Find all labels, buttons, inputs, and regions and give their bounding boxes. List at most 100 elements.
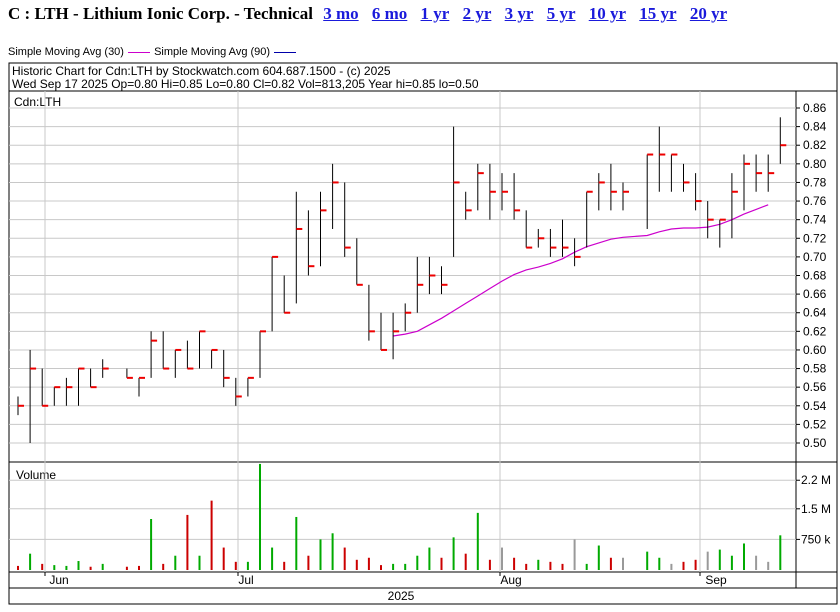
title-bar: C : LTH - Lithium Ionic Corp. - Technica…: [8, 4, 736, 26]
volume-bar: [404, 563, 407, 570]
volume-label: Volume: [16, 468, 56, 482]
volume-bar: [682, 561, 685, 570]
volume-bar: [367, 557, 370, 570]
period-link-3yr[interactable]: 3 yr: [504, 4, 534, 23]
sma90-legend-line: [274, 51, 297, 53]
volume-bar: [138, 565, 140, 570]
volume-bars: [17, 463, 782, 570]
volume-bar: [476, 512, 479, 570]
month-axis: Jun Jul Aug Sep: [44, 572, 727, 587]
volume-bar: [573, 539, 576, 570]
volume-bar: [440, 557, 443, 570]
volume-bar: [392, 563, 395, 570]
ohlc-bars: [17, 117, 787, 443]
volume-bar: [186, 514, 189, 570]
volume-bar: [17, 565, 19, 570]
period-link-2yr[interactable]: 2 yr: [462, 4, 492, 23]
volume-bar: [561, 563, 564, 570]
volume-bar: [77, 561, 80, 570]
volume-bar: [307, 555, 310, 570]
sma30-legend-line: [128, 51, 151, 53]
price-tick-label: 0.76: [803, 194, 827, 208]
period-link-1yr[interactable]: 1 yr: [420, 4, 450, 23]
volume-bar: [65, 565, 68, 570]
volume-bar: [706, 551, 709, 570]
price-tick-label: 0.66: [803, 287, 827, 301]
volume-bar: [319, 539, 322, 570]
period-link-10yr[interactable]: 10 yr: [588, 4, 627, 23]
price-tick-label: 0.52: [803, 417, 827, 431]
volume-bar: [41, 563, 44, 570]
volume-bar: [355, 559, 358, 570]
month-tick-label: Jul: [238, 573, 253, 587]
volume-bar: [380, 565, 382, 570]
price-tick-label: 0.62: [803, 324, 827, 338]
volume-bar: [198, 555, 201, 570]
year-label: 2025: [388, 589, 415, 603]
volume-bar: [53, 565, 56, 570]
period-link-15yr[interactable]: 15 yr: [639, 4, 677, 23]
volume-bar: [234, 561, 237, 570]
volume-bar: [259, 463, 261, 570]
chart-info-line1: Historic Chart for Cdn:LTH by Stockwatch…: [12, 64, 391, 78]
volume-bar: [537, 559, 540, 570]
volume-bar: [718, 549, 721, 570]
volume-bar: [452, 537, 455, 570]
volume-bar: [89, 566, 92, 570]
volume-bar: [670, 563, 673, 570]
price-tick-label: 0.50: [803, 436, 827, 450]
volume-bar: [501, 547, 503, 570]
volume-bar: [622, 557, 624, 570]
volume-bar: [597, 545, 600, 570]
period-link-6mo[interactable]: 6 mo: [371, 4, 408, 23]
price-tick-label: 0.68: [803, 269, 827, 283]
grid: [9, 91, 796, 572]
chart-frame: [8, 62, 838, 605]
sma90-legend-label: Simple Moving Avg (90): [154, 46, 271, 58]
volume-bar: [585, 563, 588, 570]
volume-bar: [331, 533, 334, 570]
volume-bar: [343, 547, 346, 570]
volume-bar: [658, 557, 661, 570]
period-link-3mo[interactable]: 3 mo: [323, 4, 359, 23]
page-title: C : LTH - Lithium Ionic Corp. - Technica…: [8, 4, 313, 23]
volume-bar: [271, 547, 274, 570]
volume-bar: [779, 535, 782, 570]
volume-bar: [428, 547, 431, 570]
volume-bar: [125, 566, 128, 570]
price-tick-label: 0.78: [803, 175, 827, 189]
price-tick-label: 0.74: [803, 213, 827, 227]
chart-outer-border: [8, 62, 838, 605]
volume-bar: [694, 559, 697, 570]
price-axis: 0.86 0.84 0.82 0.80 0.78 0.76 0.74 0.72 0.70 0.68…: [796, 101, 827, 450]
volume-bar: [101, 563, 104, 570]
volume-bar: [767, 561, 770, 570]
price-tick-label: 0.84: [803, 120, 827, 134]
volume-bar: [488, 559, 491, 570]
sma30-legend-label: Simple Moving Avg (30): [8, 46, 124, 58]
volume-tick-label: 2.2 M: [801, 473, 831, 487]
price-tick-label: 0.80: [803, 157, 827, 171]
volume-bar: [150, 519, 153, 570]
price-tick-label: 0.70: [803, 250, 827, 264]
month-tick-label: Jun: [49, 573, 68, 587]
chart-info-line2: Wed Sep 17 2025 Op=0.80 Hi=0.85 Lo=0.80 …: [12, 77, 479, 91]
volume-bar: [246, 561, 249, 570]
volume-bar: [513, 557, 516, 570]
price-tick-label: 0.72: [803, 231, 827, 245]
volume-bar: [549, 561, 552, 570]
volume-bar: [283, 561, 286, 570]
volume-bar: [174, 555, 177, 570]
volume-bar: [222, 547, 225, 570]
volume-bar: [646, 551, 649, 570]
volume-bar: [29, 553, 32, 570]
period-link-20yr[interactable]: 20 yr: [689, 4, 728, 23]
price-tick-label: 0.60: [803, 343, 827, 357]
volume-bar: [210, 500, 213, 570]
price-tick-label: 0.86: [803, 101, 827, 115]
volume-tick-label: 750 k: [801, 532, 831, 546]
volume-tick-label: 1.5 M: [801, 502, 831, 516]
period-link-5yr[interactable]: 5 yr: [546, 4, 576, 23]
volume-bar: [755, 555, 758, 570]
